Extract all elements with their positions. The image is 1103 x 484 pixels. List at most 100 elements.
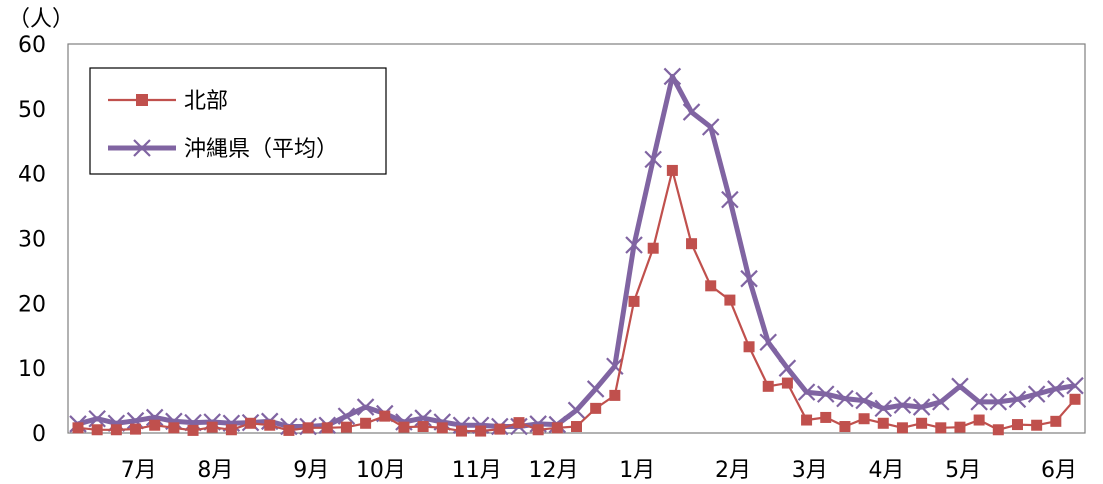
data-point	[954, 421, 966, 433]
x-tick-label: 4月	[868, 458, 904, 483]
data-point	[586, 380, 605, 398]
legend-marker	[133, 139, 151, 157]
data-point	[1066, 376, 1084, 395]
data-point	[72, 422, 84, 434]
x-tick-label: 10月	[356, 458, 406, 483]
data-point	[644, 150, 662, 169]
legend-item: 北部	[108, 89, 228, 114]
data-point	[571, 421, 582, 433]
x-tick-label: 8月	[197, 458, 233, 483]
data-point	[283, 424, 295, 436]
x-tick-label: 9月	[293, 458, 329, 483]
data-point	[1050, 415, 1062, 427]
data-point	[360, 417, 372, 429]
data-point	[682, 103, 701, 121]
data-point	[762, 380, 774, 392]
data-point	[1047, 380, 1065, 398]
legend-marker	[136, 94, 148, 106]
data-point	[590, 402, 602, 414]
data-point	[1011, 419, 1023, 431]
data-point	[149, 419, 161, 431]
data-point	[1069, 393, 1081, 405]
data-point	[475, 425, 487, 437]
data-point	[379, 410, 391, 422]
data-point	[820, 411, 832, 423]
y-axis-unit-label: （人）	[8, 7, 74, 32]
data-point	[206, 421, 218, 433]
data-point	[740, 269, 758, 288]
y-tick-label: 30	[18, 228, 46, 253]
data-point	[551, 422, 563, 434]
y-tick-label: 10	[18, 357, 46, 382]
data-point	[932, 393, 950, 411]
data-point	[951, 377, 969, 396]
data-point	[130, 423, 142, 435]
legend-label: 北部	[184, 89, 228, 114]
data-point	[743, 341, 755, 353]
data-point	[858, 413, 870, 425]
y-tick-label: 20	[18, 292, 46, 317]
data-point	[302, 422, 314, 434]
y-tick-label: 40	[18, 163, 46, 188]
data-point	[686, 238, 698, 250]
x-tick-label: 7月	[121, 458, 157, 483]
data-point	[855, 391, 873, 410]
data-point	[609, 389, 621, 401]
data-point	[935, 422, 947, 434]
series-layer	[69, 67, 1084, 437]
legend-item: 沖縄県（平均）	[108, 137, 338, 162]
x-tick-label: 2月	[715, 458, 751, 483]
legend-label: 沖縄県（平均）	[184, 137, 338, 162]
y-tick-label: 0	[32, 422, 46, 447]
data-point	[398, 421, 410, 433]
data-point	[110, 424, 122, 436]
x-axis: 7月 8月 9月 10月 11月 12月 1月 2月 3月 4月 5月 6月	[121, 458, 1077, 483]
data-point	[340, 421, 352, 433]
data-point	[816, 385, 835, 403]
data-point	[567, 401, 586, 420]
data-point	[532, 424, 544, 436]
data-point	[992, 424, 1004, 436]
legend-box	[89, 67, 387, 175]
data-point	[356, 398, 375, 416]
y-axis: 0 10 20 30 40 50 60	[18, 33, 46, 447]
data-point	[896, 422, 908, 434]
data-point	[321, 422, 333, 434]
data-point	[245, 417, 257, 429]
data-point	[893, 396, 912, 414]
data-point	[877, 417, 889, 429]
data-point	[494, 423, 506, 435]
data-point	[721, 190, 739, 209]
data-point	[836, 389, 854, 408]
data-point	[187, 424, 199, 436]
x-tick-label: 1月	[619, 458, 655, 483]
data-point	[625, 236, 643, 254]
data-point	[91, 424, 103, 436]
data-point	[455, 425, 467, 437]
data-point	[513, 417, 525, 429]
data-point	[781, 377, 793, 389]
data-point	[225, 424, 237, 436]
data-point	[1027, 385, 1046, 403]
data-point	[663, 67, 682, 86]
data-point	[912, 398, 931, 416]
data-point	[337, 407, 356, 425]
data-point	[264, 419, 276, 431]
data-point	[88, 409, 106, 428]
x-tick-label: 3月	[792, 458, 828, 483]
x-tick-label: 11月	[452, 458, 502, 483]
data-point	[417, 421, 429, 433]
data-point	[705, 280, 717, 292]
data-point	[436, 422, 448, 434]
data-point	[989, 393, 1008, 411]
data-point	[701, 118, 720, 136]
data-point	[168, 422, 180, 434]
data-point	[647, 242, 659, 254]
data-point	[874, 399, 893, 418]
data-point	[1031, 419, 1043, 431]
data-point	[797, 383, 816, 401]
data-point	[970, 393, 988, 411]
x-tick-label: 6月	[1041, 458, 1077, 483]
